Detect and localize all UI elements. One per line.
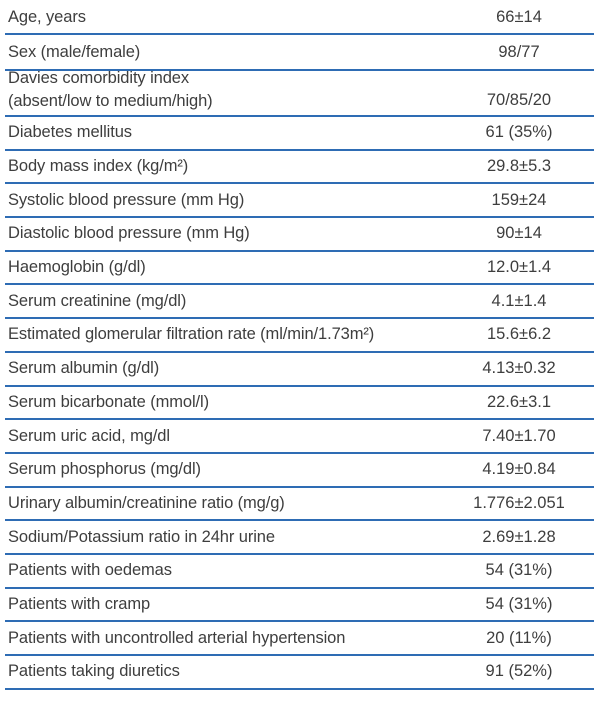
row-value: 98/77 — [498, 42, 540, 61]
row-label-stack: Davies comorbidity index (absent/low to … — [5, 67, 213, 115]
table-row-taking-diuretics: Patients taking diuretics 91 (52%) — [5, 656, 594, 690]
row-label: Estimated glomerular filtration rate (ml… — [8, 325, 375, 344]
table-row-urinary-acr: Urinary albumin/creatinine ratio (mg/g) … — [5, 488, 594, 522]
table-row-oedemas: Patients with oedemas 54 (31%) — [5, 555, 594, 589]
row-value: 1.776±2.051 — [473, 493, 565, 512]
row-label: Diabetes mellitus — [8, 123, 132, 142]
row-label: Patients with cramp — [8, 594, 151, 613]
table-row-serum-uric-acid: Serum uric acid, mg/dl 7.40±1.70 — [5, 420, 594, 454]
table-row-haemoglobin: Haemoglobin (g/dl) 12.0±1.4 — [5, 252, 594, 286]
row-value: 20 (11%) — [486, 628, 552, 647]
row-label-line1: Davies comorbidity index — [8, 69, 190, 87]
row-value: 70/85/20 — [486, 91, 552, 109]
row-label: Patients taking diuretics — [8, 662, 180, 681]
row-label-line2: (absent/low to medium/high) — [8, 91, 213, 110]
row-label: Serum creatinine (mg/dl) — [8, 291, 187, 310]
row-value: 22.6±3.1 — [486, 392, 552, 411]
row-label: Serum phosphorus (mg/dl) — [8, 460, 201, 479]
row-label: Serum albumin (g/dl) — [8, 359, 160, 378]
table-row-age: Age, years 66±14 — [5, 2, 594, 35]
row-label: Sodium/Potassium ratio in 24hr urine — [8, 527, 275, 546]
table-row-systolic-bp: Systolic blood pressure (mm Hg) 159±24 — [5, 184, 594, 219]
row-value: 15.6±6.2 — [486, 325, 552, 344]
row-value: 2.69±1.28 — [482, 527, 556, 546]
row-value: 90±14 — [496, 224, 542, 243]
row-value: 12.0±1.4 — [486, 258, 552, 277]
row-value: 54 (31%) — [485, 561, 553, 580]
table-row-uncontrolled-hypertension: Patients with uncontrolled arterial hype… — [5, 622, 594, 656]
row-value: 159±24 — [491, 190, 547, 209]
row-value: 91 (52%) — [485, 662, 553, 681]
row-label: Body mass index (kg/m²) — [8, 157, 189, 176]
table-row-sex: Sex (male/female) 98/77 — [5, 35, 594, 71]
row-value: 61 (35%) — [485, 123, 553, 142]
row-label: Haemoglobin (g/dl) — [8, 258, 146, 277]
row-label: Serum bicarbonate (mmol/l) — [8, 392, 209, 411]
row-label: Urinary albumin/creatinine ratio (mg/g) — [8, 493, 285, 512]
row-value: 66±14 — [496, 8, 542, 26]
table-row-bmi: Body mass index (kg/m²) 29.8±5.3 — [5, 151, 594, 185]
row-value: 54 (31%) — [485, 594, 553, 613]
row-label: Age, years — [8, 8, 86, 26]
table-row-diastolic-bp: Diastolic blood pressure (mm Hg) 90±14 — [5, 218, 594, 252]
table-row-sodium-potassium-ratio: Sodium/Potassium ratio in 24hr urine 2.6… — [5, 521, 594, 555]
row-label: Patients with oedemas — [8, 561, 172, 580]
row-value: 4.1±1.4 — [491, 291, 547, 310]
row-label: Patients with uncontrolled arterial hype… — [8, 628, 346, 647]
table-row-serum-phosphorus: Serum phosphorus (mg/dl) 4.19±0.84 — [5, 454, 594, 488]
row-value: 4.13±0.32 — [482, 359, 556, 378]
row-label: Systolic blood pressure (mm Hg) — [8, 190, 245, 209]
row-value: 7.40±1.70 — [482, 426, 556, 445]
table-row-diabetes: Diabetes mellitus 61 (35%) — [5, 117, 594, 151]
row-value: 29.8±5.3 — [486, 157, 552, 176]
row-label: Sex (male/female) — [8, 42, 141, 61]
table-row-cramp: Patients with cramp 54 (31%) — [5, 589, 594, 623]
row-label: Diastolic blood pressure (mm Hg) — [8, 224, 250, 243]
table-row-serum-creatinine: Serum creatinine (mg/dl) 4.1±1.4 — [5, 285, 594, 320]
table-row-davies-comorbidity: Davies comorbidity index (absent/low to … — [5, 69, 594, 117]
row-label: Serum uric acid, mg/dl — [8, 426, 170, 445]
row-value: 4.19±0.84 — [482, 460, 556, 479]
table-row-serum-bicarbonate: Serum bicarbonate (mmol/l) 22.6±3.1 — [5, 387, 594, 421]
table-row-egfr: Estimated glomerular filtration rate (ml… — [5, 319, 594, 353]
table-row-serum-albumin: Serum albumin (g/dl) 4.13±0.32 — [5, 353, 594, 387]
